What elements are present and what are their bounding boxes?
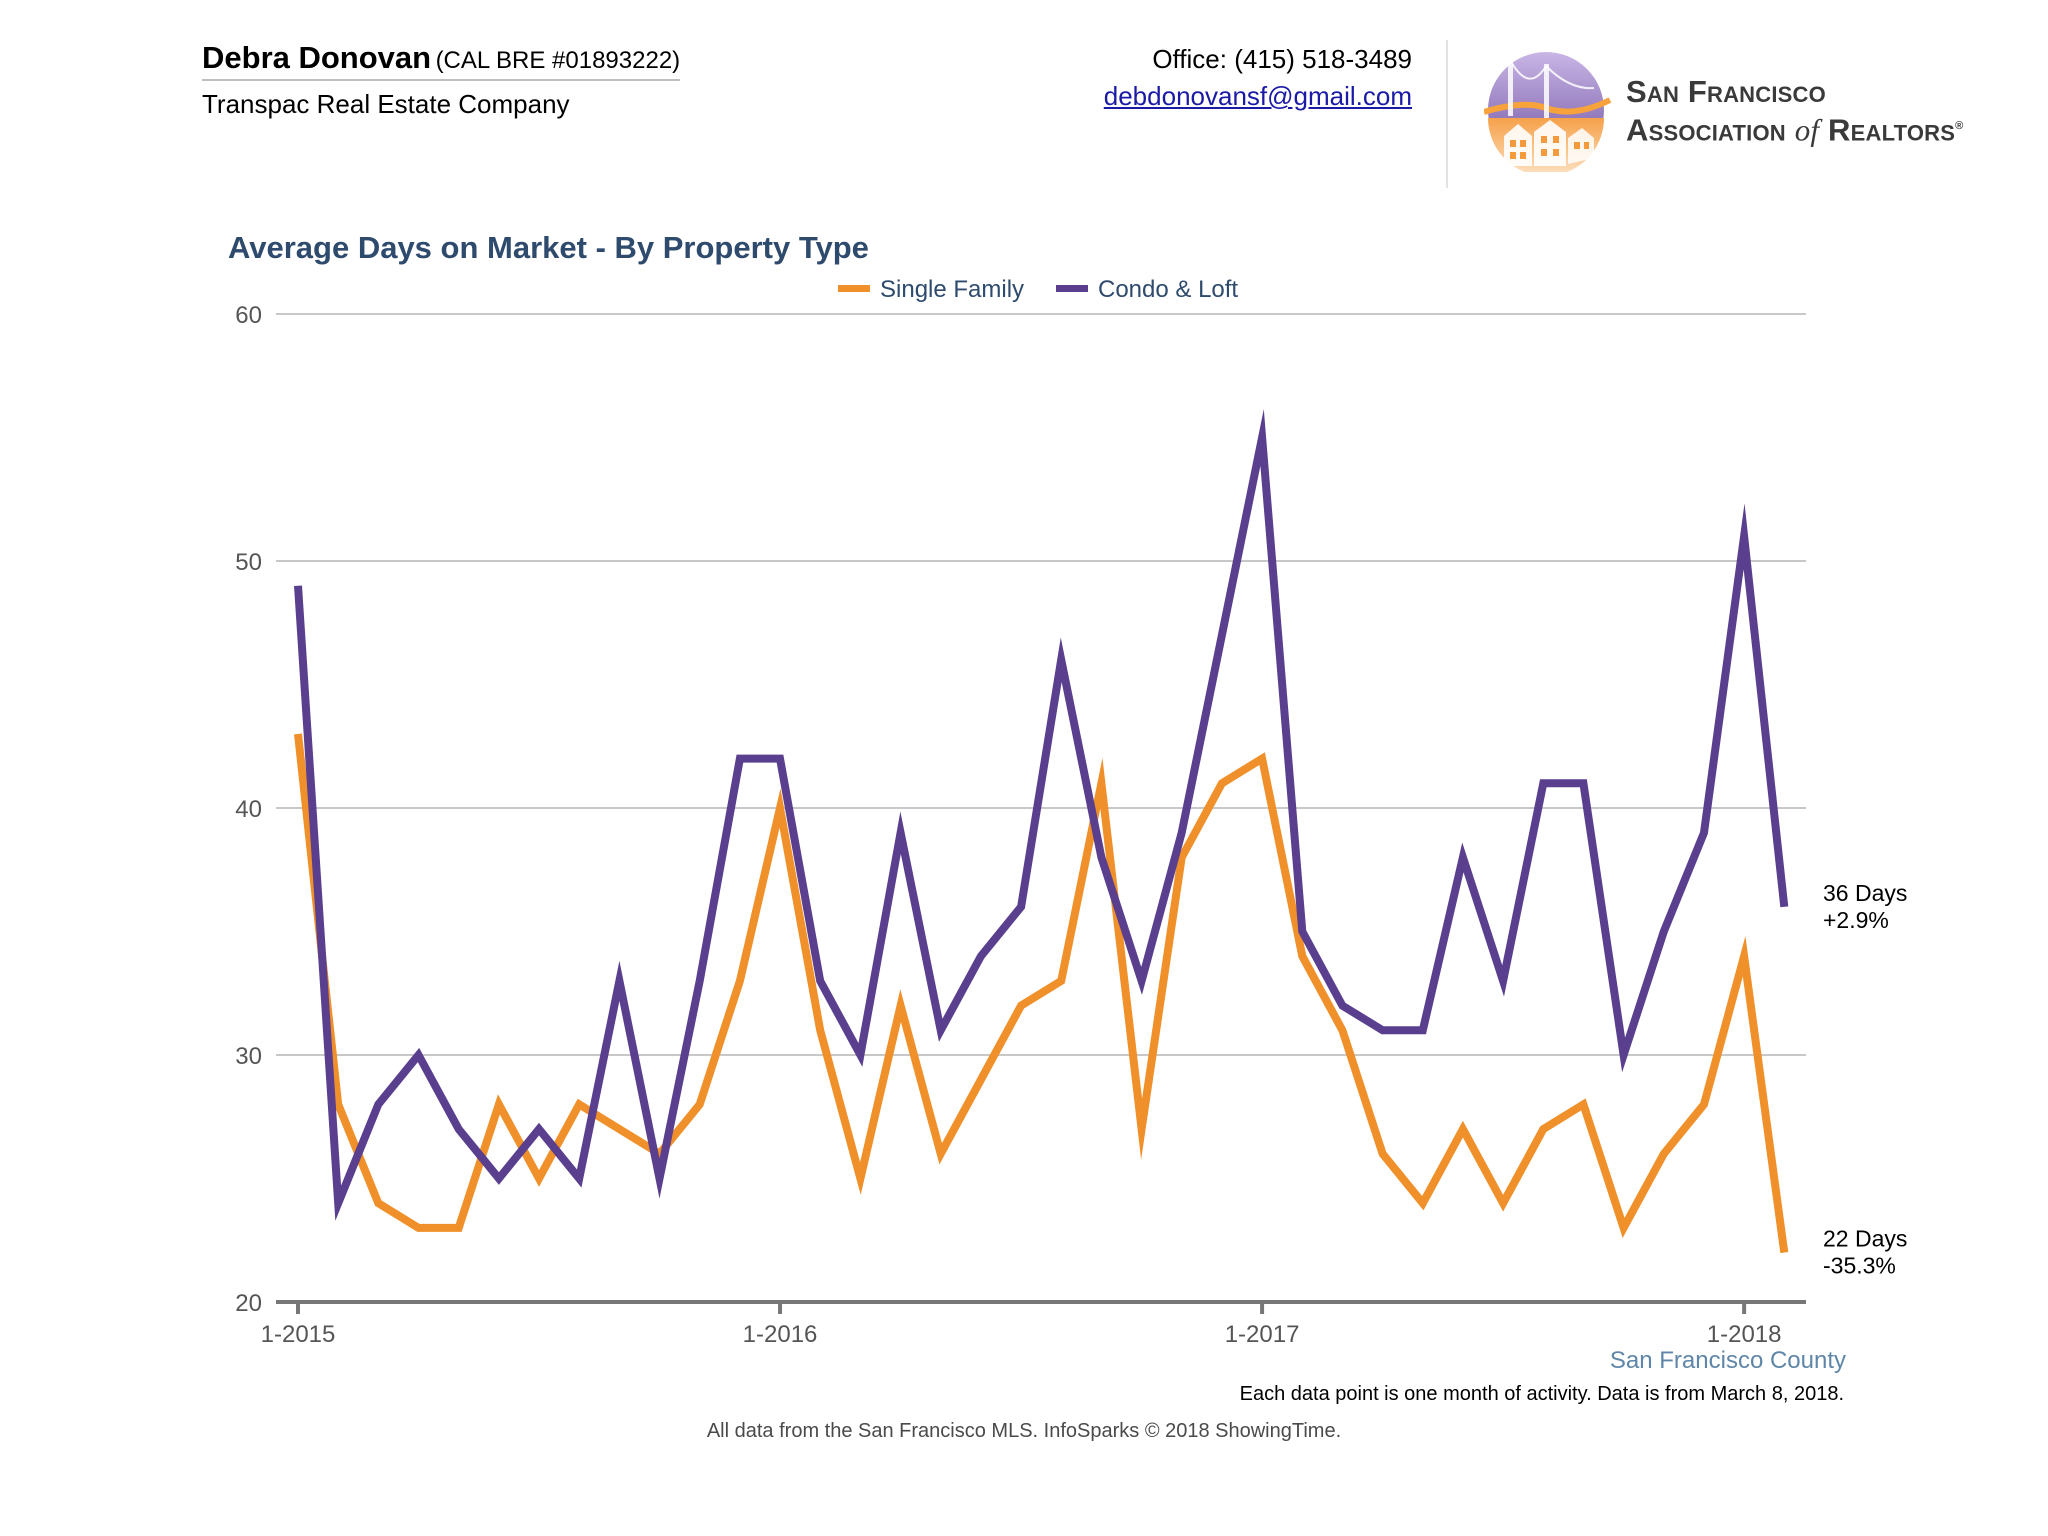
agent-name: Debra Donovan — [202, 40, 432, 75]
x-tick-label: 1-2018 — [1707, 1321, 1782, 1348]
agent-line: Debra Donovan (CAL BRE #01893222) — [202, 40, 681, 81]
agent-license: (CAL BRE #01893222) — [435, 47, 681, 74]
logo-word-of: of — [1794, 112, 1820, 148]
logo-line1: San Francisco — [1626, 74, 1826, 109]
legend-label-condo-loft: Condo & Loft — [1098, 276, 1238, 303]
gridlines — [276, 313, 1806, 1056]
legend-swatch-condo-loft — [1056, 285, 1088, 292]
header-divider — [1446, 40, 1448, 188]
y-tick-label: 20 — [235, 1290, 262, 1317]
association-logo-text: San Francisco Association of Realtors® — [1626, 74, 1963, 147]
y-tick-label: 60 — [235, 302, 262, 329]
email-link[interactable]: debdonovansf@gmail.com — [1103, 81, 1412, 111]
x-tick-label: 1-2016 — [743, 1321, 818, 1348]
chart-title: Average Days on Market - By Property Typ… — [228, 230, 869, 265]
logo-word-realtors: Realtors — [1828, 112, 1956, 148]
end-change-single-family: -35.3% — [1823, 1253, 1896, 1279]
data-note: Each data point is one month of activity… — [1239, 1383, 1844, 1405]
end-labels: 22 Days-35.3% 36 Days+2.9% — [1823, 880, 1907, 1279]
company-name: Transpac Real Estate Company — [202, 89, 570, 119]
end-label-single-family: 22 Days — [1823, 1226, 1907, 1252]
series-line-condo-loft — [294, 409, 1789, 1221]
region-label: San Francisco County — [1610, 1347, 1846, 1374]
y-tick-label: 40 — [235, 796, 262, 823]
contact-block: Office: (415) 518-3489 debdonovansf@gmai… — [1104, 44, 1412, 112]
series-line-single-family — [294, 733, 1789, 1254]
agent-block: Debra Donovan (CAL BRE #01893222) Transp… — [202, 40, 681, 120]
end-label-condo-loft: 36 Days — [1823, 880, 1907, 906]
x-tick-label: 1-2015 — [261, 1321, 336, 1348]
x-tick-label: 1-2017 — [1225, 1321, 1300, 1348]
legend-swatch-single-family — [838, 285, 870, 292]
y-tick-label: 30 — [235, 1043, 262, 1070]
legend-label-single-family: Single Family — [880, 276, 1024, 303]
y-tick-label: 50 — [235, 549, 262, 576]
logo-registered-mark: ® — [1955, 120, 1964, 132]
end-change-condo-loft: +2.9% — [1823, 907, 1889, 933]
office-phone: Office: (415) 518-3489 — [1152, 44, 1412, 74]
logo-line2: Association of Realtors® — [1626, 109, 1963, 147]
series-lines — [294, 409, 1789, 1254]
logo-word-association: Association — [1626, 112, 1786, 148]
golden-gate-bridge-houses-logo — [1484, 52, 1612, 172]
chart-legend: Single Family Condo & Loft — [838, 276, 1238, 303]
data-source: All data from the San Francisco MLS. Inf… — [706, 1420, 1342, 1442]
axes: 20 30 40 50 60 1-2015 1-2016 1-2017 1-2018 — [235, 302, 1806, 1348]
